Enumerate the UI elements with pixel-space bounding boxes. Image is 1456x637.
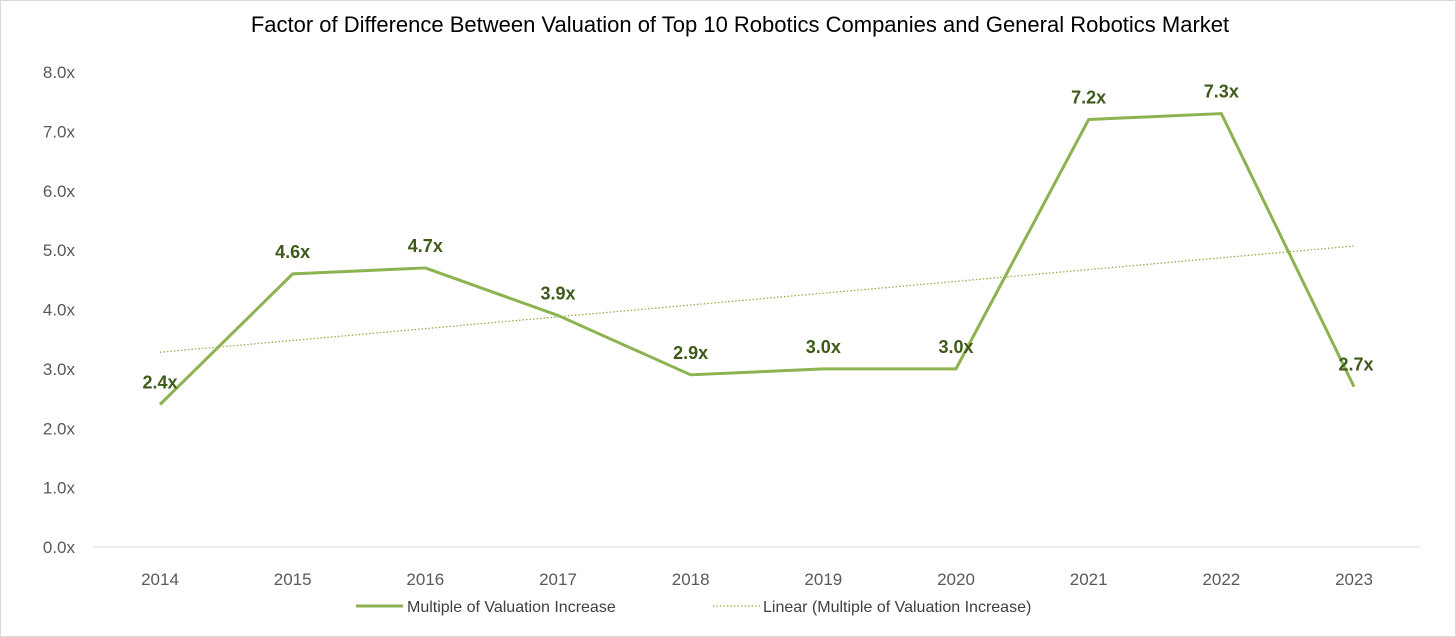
series-line <box>158 112 1356 406</box>
data-label: 2.9x <box>673 343 708 363</box>
legend-label-trendline: Linear (Multiple of Valuation Increase) <box>763 599 1031 616</box>
x-tick-label: 2022 <box>1202 570 1240 589</box>
y-tick-label: 0.0x <box>43 538 76 557</box>
x-tick-label: 2016 <box>406 570 444 589</box>
y-tick-label: 5.0x <box>43 241 76 260</box>
data-label: 4.7x <box>408 236 443 256</box>
y-tick-label: 7.0x <box>43 122 76 141</box>
x-tick-label: 2018 <box>672 570 710 589</box>
chart-title: Factor of Difference Between Valuation o… <box>251 12 1229 37</box>
legend-label-series: Multiple of Valuation Increase <box>407 599 616 616</box>
x-tick-label: 2014 <box>141 570 179 589</box>
legend: Multiple of Valuation Increase Linear (M… <box>356 599 1031 616</box>
x-tick-label: 2015 <box>274 570 312 589</box>
data-label: 7.2x <box>1071 88 1106 108</box>
x-tick-label: 2020 <box>937 570 975 589</box>
y-tick-label: 3.0x <box>43 360 76 379</box>
x-tick-label: 2019 <box>804 570 842 589</box>
x-tick-label: 2021 <box>1070 570 1108 589</box>
data-label: 3.9x <box>540 283 575 303</box>
data-label: 3.0x <box>938 337 973 357</box>
data-label: 2.4x <box>142 373 177 393</box>
data-label: 3.0x <box>806 337 841 357</box>
x-tick-label: 2023 <box>1335 570 1373 589</box>
y-tick-label: 6.0x <box>43 182 76 201</box>
trendline <box>159 245 1355 353</box>
data-label: 7.3x <box>1204 82 1239 102</box>
data-label: 2.7x <box>1338 355 1373 375</box>
y-tick-label: 4.0x <box>43 301 76 320</box>
y-tick-label: 2.0x <box>43 419 76 438</box>
x-tick-label: 2017 <box>539 570 577 589</box>
y-tick-label: 1.0x <box>43 479 76 498</box>
y-tick-label: 8.0x <box>43 63 76 82</box>
data-label: 4.6x <box>275 242 310 262</box>
